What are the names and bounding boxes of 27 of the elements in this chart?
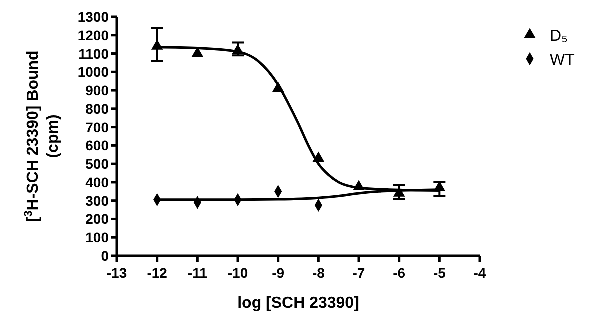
x-tick-label: -11 <box>188 265 208 281</box>
y-tick-label: 1100 <box>78 46 110 62</box>
legend-label: D₅ <box>550 28 568 45</box>
x-tick-label: -8 <box>312 265 326 281</box>
x-tick-label: -12 <box>147 265 168 281</box>
y-tick-label: 200 <box>86 211 110 228</box>
x-tick-label: -7 <box>352 265 366 281</box>
x-tick-label: -13 <box>106 265 128 281</box>
legend-label: WT <box>550 52 576 69</box>
y-tick-label: 1300 <box>78 9 110 25</box>
y-tick-label: 400 <box>86 174 110 190</box>
x-tick-label: -9 <box>272 265 285 281</box>
y-tick-label: 500 <box>86 156 110 172</box>
y-tick-label: 800 <box>86 100 110 117</box>
y-tick-label: 1200 <box>78 27 110 44</box>
y-tick-label: 700 <box>86 119 110 136</box>
y-tick-label: 300 <box>86 192 110 209</box>
y-tick-label: 1000 <box>78 64 110 80</box>
y-tick-label: 900 <box>86 82 110 99</box>
x-tick-label: -4 <box>474 265 486 281</box>
y-tick-label: 100 <box>86 230 110 246</box>
y-tick-label: 600 <box>86 138 110 154</box>
x-tick-label: -10 <box>228 265 248 281</box>
x-axis-title: log [SCH 23390] <box>238 295 360 312</box>
y-tick-label: 0 <box>101 248 110 264</box>
x-tick-label: -5 <box>433 265 446 281</box>
x-tick-label: -6 <box>393 265 406 281</box>
